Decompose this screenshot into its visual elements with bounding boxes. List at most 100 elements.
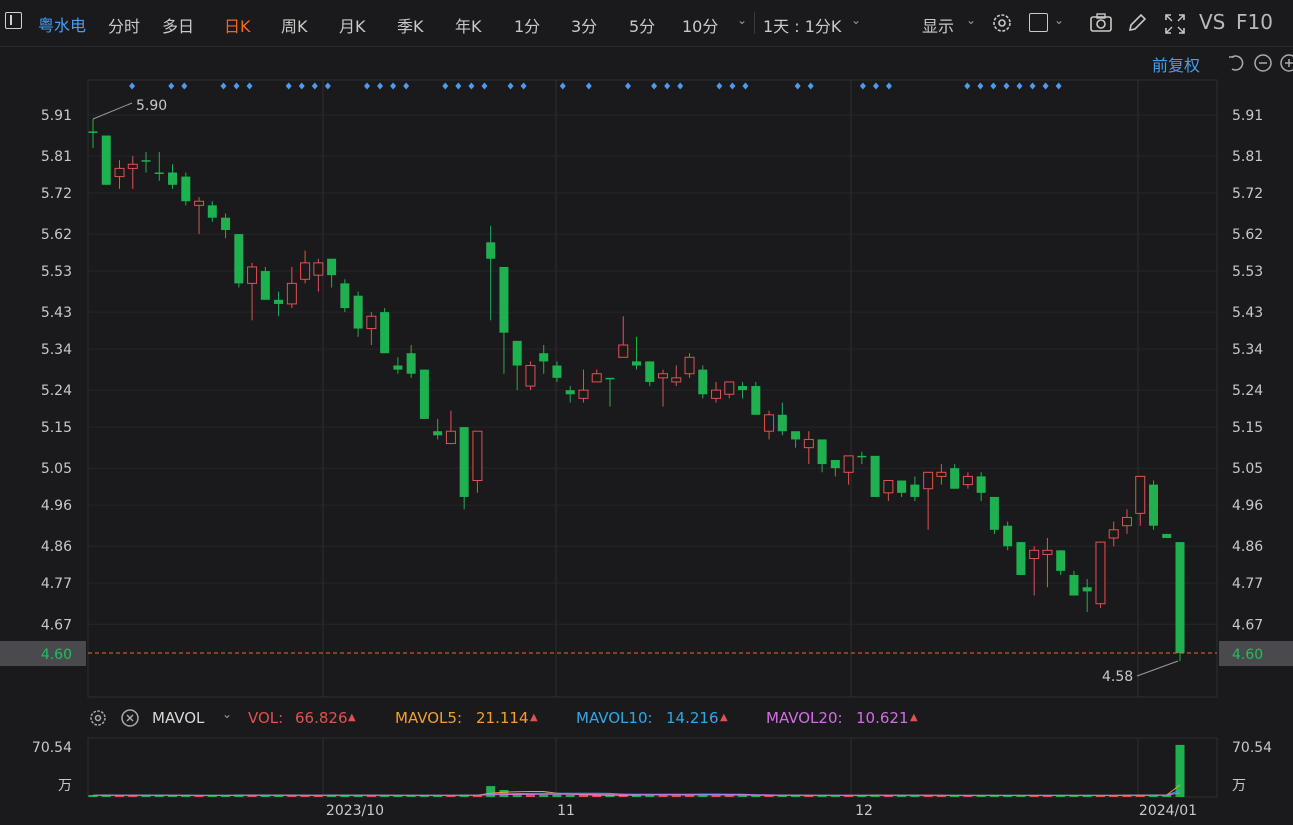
candle-body <box>300 262 311 280</box>
signal-marker <box>990 82 997 90</box>
candle-body <box>181 176 191 202</box>
price-tick-right: 4.86 <box>1232 539 1263 555</box>
volume-bar <box>817 795 827 797</box>
signal-marker <box>1003 82 1010 90</box>
display-menu[interactable]: 显示 <box>922 17 955 36</box>
candle <box>1029 546 1040 596</box>
period-tab-1min[interactable]: 1分 <box>514 17 541 36</box>
mavol20-label: MAVOL20: <box>766 709 843 727</box>
price-tick-right: 5.62 <box>1232 227 1263 243</box>
period-tab-monthly[interactable]: 月K <box>339 17 366 36</box>
signal-marker <box>677 82 684 90</box>
period-tab-quarterly[interactable]: 季K <box>397 17 424 36</box>
stock-name[interactable]: 粤水电 <box>38 16 87 35</box>
candle <box>830 459 840 477</box>
candle <box>618 316 629 358</box>
period-tab-10min[interactable]: 10分 <box>682 17 719 36</box>
candle-body <box>1175 542 1185 653</box>
candle <box>194 197 205 235</box>
period-tab-5min[interactable]: 5分 <box>629 17 656 36</box>
up-arrow-icon: ▲ <box>348 712 356 723</box>
price-axis-left: 5.91 5.81 5.72 5.62 5.53 5.43 5.34 5.24 5.15 5.05… <box>41 108 72 633</box>
period-tab-intraday[interactable]: 分时 <box>108 17 141 36</box>
volume-bar <box>1148 794 1158 797</box>
indicator-settings-icon[interactable] <box>88 708 108 728</box>
signal-marker <box>220 82 227 90</box>
volume-bar <box>671 795 681 797</box>
signal-marker <box>298 82 305 90</box>
candle <box>658 369 669 407</box>
indicator-name[interactable]: MAVOL <box>152 709 205 727</box>
chevron-down-icon[interactable]: ⌄ <box>851 13 862 27</box>
volume-bar <box>804 795 814 797</box>
candle <box>1148 480 1158 530</box>
volume-bar <box>366 795 376 797</box>
volume-axis-unit-left: 万 <box>58 778 72 794</box>
candle-body <box>114 167 125 178</box>
candle <box>684 353 695 378</box>
candle <box>141 151 151 173</box>
candle-body <box>525 365 536 387</box>
candle-body <box>1108 529 1119 539</box>
candle-body <box>565 390 575 395</box>
signal-marker <box>507 82 514 90</box>
volume-bar <box>115 795 125 797</box>
candle-body <box>764 414 775 432</box>
chevron-down-icon[interactable]: ⌄ <box>966 13 977 27</box>
volume-bar <box>260 795 270 797</box>
volume-bar <box>552 794 562 797</box>
volume-bar <box>459 794 469 797</box>
candle <box>380 308 390 354</box>
candle-body <box>88 131 98 133</box>
volume-bar <box>565 795 575 797</box>
candle-body <box>738 386 748 391</box>
candle-body <box>499 266 509 333</box>
adjust-mode-button[interactable]: 前复权 <box>1152 56 1201 75</box>
f10-button[interactable]: F10 <box>1236 10 1273 34</box>
candle-body <box>910 484 920 497</box>
candle <box>1095 541 1106 608</box>
volume-bar <box>936 795 946 797</box>
candle-body <box>1056 550 1066 571</box>
fullscreen-icon[interactable] <box>1163 12 1187 36</box>
indicator-close-icon[interactable] <box>120 708 140 728</box>
period-tab-yearly[interactable]: 年K <box>455 17 482 36</box>
signal-marker <box>233 82 240 90</box>
period-tab-weekly[interactable]: 周K <box>281 17 308 36</box>
price-tick-left: 5.53 <box>41 264 72 280</box>
chevron-down-icon[interactable]: ⌄ <box>737 13 748 27</box>
period-tab-multiday[interactable]: 多日 <box>162 17 195 36</box>
mavol10-label: MAVOL10: <box>576 709 653 727</box>
pencil-icon[interactable] <box>1126 12 1148 34</box>
vs-compare-button[interactable]: VS <box>1199 10 1226 34</box>
volume-bar <box>181 795 191 797</box>
chevron-down-icon[interactable]: ⌄ <box>222 707 233 721</box>
zoom-in-icon[interactable] <box>1279 53 1293 73</box>
zoom-out-icon[interactable] <box>1253 53 1273 73</box>
layout-square-icon[interactable] <box>1029 13 1048 32</box>
signal-marker <box>964 82 971 90</box>
signal-marker <box>324 82 331 90</box>
price-tick-right: 5.53 <box>1232 264 1263 280</box>
sidebar-toggle-icon[interactable] <box>5 12 22 29</box>
price-tick-right: 5.24 <box>1232 383 1263 399</box>
range-selector[interactable]: 1天 : 1分K <box>763 17 842 36</box>
camera-icon[interactable] <box>1089 12 1113 34</box>
volume-bar <box>539 794 549 797</box>
candle <box>803 431 814 465</box>
candle <box>101 135 111 185</box>
mavol20-value: 10.621 <box>856 709 909 727</box>
volume-bar <box>472 794 482 797</box>
chevron-down-icon[interactable]: ⌄ <box>1054 13 1065 27</box>
period-tab-daily[interactable]: 日K <box>224 17 251 36</box>
volume-bar <box>1082 795 1092 797</box>
period-tab-3min[interactable]: 3分 <box>571 17 598 36</box>
signal-marker <box>664 82 671 90</box>
min-price-label: 4.58 <box>1102 669 1133 685</box>
price-tick-left: 5.15 <box>41 420 72 436</box>
candle-body <box>1003 525 1013 547</box>
settings-gear-icon[interactable] <box>990 11 1014 35</box>
undo-icon[interactable] <box>1226 53 1246 73</box>
candle <box>936 464 947 485</box>
